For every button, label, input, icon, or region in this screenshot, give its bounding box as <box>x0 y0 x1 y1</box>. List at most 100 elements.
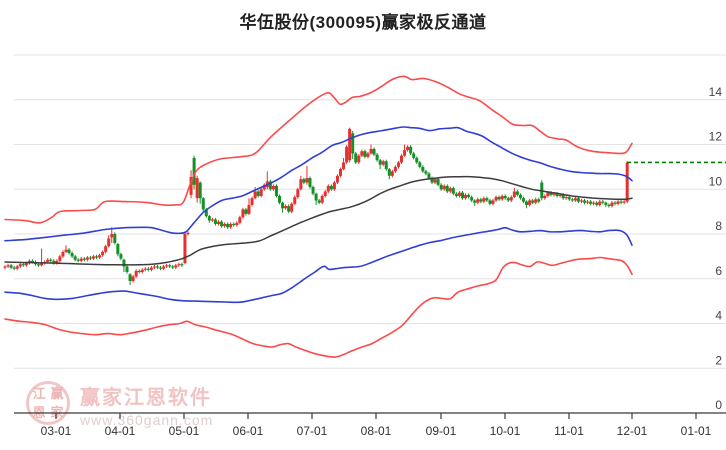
channel-black-mid-line <box>4 175 633 266</box>
candle-body <box>37 264 41 266</box>
candle-body <box>134 270 138 277</box>
candle-body <box>403 150 407 156</box>
candle-body <box>448 188 452 192</box>
seal-char: 恩 <box>32 404 46 420</box>
candle-body <box>339 169 342 176</box>
candle-body <box>369 148 373 154</box>
candle-body <box>82 258 86 260</box>
candle-body <box>110 234 114 238</box>
candle-body <box>95 256 98 258</box>
candle-body <box>528 200 532 205</box>
candle-body <box>555 193 559 196</box>
candle-body <box>247 204 251 214</box>
candle-body <box>607 204 611 207</box>
brand-seal-icon: 江赢恩家 <box>26 381 70 425</box>
candle-body <box>278 195 281 203</box>
candle-body <box>500 195 504 200</box>
watermark: 江赢恩家 赢家江恩软件 www.360gann.com <box>26 381 213 428</box>
candle-body <box>174 265 178 268</box>
candle-body <box>104 246 108 252</box>
candle-body <box>116 244 120 255</box>
candle-body <box>70 253 74 257</box>
candle-body <box>281 202 285 209</box>
candle-body <box>67 249 71 254</box>
candle-body <box>354 153 358 163</box>
candle-body <box>250 198 254 205</box>
candle-body <box>400 155 403 163</box>
candle-body <box>125 266 129 273</box>
candle-body <box>616 201 620 204</box>
candle-body <box>372 148 376 155</box>
candle-body <box>570 199 574 201</box>
candle-body <box>137 270 141 273</box>
candle-body <box>442 185 446 190</box>
candle-body <box>567 197 571 200</box>
candle-body <box>296 189 300 198</box>
candle-body <box>476 199 480 203</box>
candle-body <box>461 192 464 199</box>
candle-body <box>15 266 19 269</box>
candle-body <box>101 251 105 256</box>
candle-body <box>421 166 425 172</box>
y-axis-label: 2 <box>715 353 722 367</box>
candle-body <box>12 267 16 269</box>
candle-body <box>52 260 56 264</box>
candle-body <box>418 162 422 167</box>
candle-body <box>98 255 102 258</box>
candle-body <box>512 191 516 198</box>
candle-body <box>168 265 172 267</box>
candle-body <box>485 198 489 201</box>
candle-body <box>131 276 135 281</box>
candle-body <box>122 259 126 267</box>
candle-body <box>381 161 385 165</box>
candle-body <box>195 178 199 199</box>
channel-red-upper-line <box>4 75 633 224</box>
candle-body <box>305 178 309 183</box>
candle-body <box>543 195 547 199</box>
candle-body <box>192 157 196 185</box>
candle-body <box>189 176 193 195</box>
candle-body <box>308 178 312 188</box>
candle-body <box>204 209 208 217</box>
candle-body <box>427 173 431 179</box>
candle-body <box>198 182 202 199</box>
candle-body <box>506 198 510 201</box>
candle-body <box>162 266 166 269</box>
candle-body <box>357 155 361 163</box>
candle-body <box>531 200 535 203</box>
candle-body <box>445 185 449 192</box>
candle-body <box>61 251 65 257</box>
candle-body <box>430 178 434 183</box>
candle-body <box>213 219 217 224</box>
candle-body <box>259 189 263 196</box>
candle-body <box>534 199 538 203</box>
x-axis-label: 11-01 <box>554 424 584 438</box>
candle-body <box>482 198 486 202</box>
candle-body <box>284 206 288 209</box>
candle-body <box>393 166 397 172</box>
candle-body <box>85 257 89 260</box>
candle-body <box>49 259 53 261</box>
candle-body <box>220 221 224 227</box>
candle-body <box>549 192 553 195</box>
y-axis-label: 8 <box>715 219 722 233</box>
candle-body <box>619 201 623 203</box>
candle-body <box>311 187 315 194</box>
candle-body <box>177 264 181 266</box>
x-axis-label: 12-01 <box>617 424 648 438</box>
candle-body <box>146 268 150 270</box>
candle-body <box>375 154 379 161</box>
candle-body <box>412 153 416 158</box>
candle-body <box>323 191 327 196</box>
candle-body <box>210 219 214 221</box>
channel-blue-lower-line <box>4 226 633 304</box>
candle-body <box>152 266 156 268</box>
candle-body <box>415 157 419 163</box>
candle-body <box>613 202 617 204</box>
candle-body <box>564 197 568 199</box>
candle-body <box>207 216 211 221</box>
candle-body <box>232 223 236 226</box>
candle-body <box>299 179 303 190</box>
candle-body <box>317 200 321 203</box>
